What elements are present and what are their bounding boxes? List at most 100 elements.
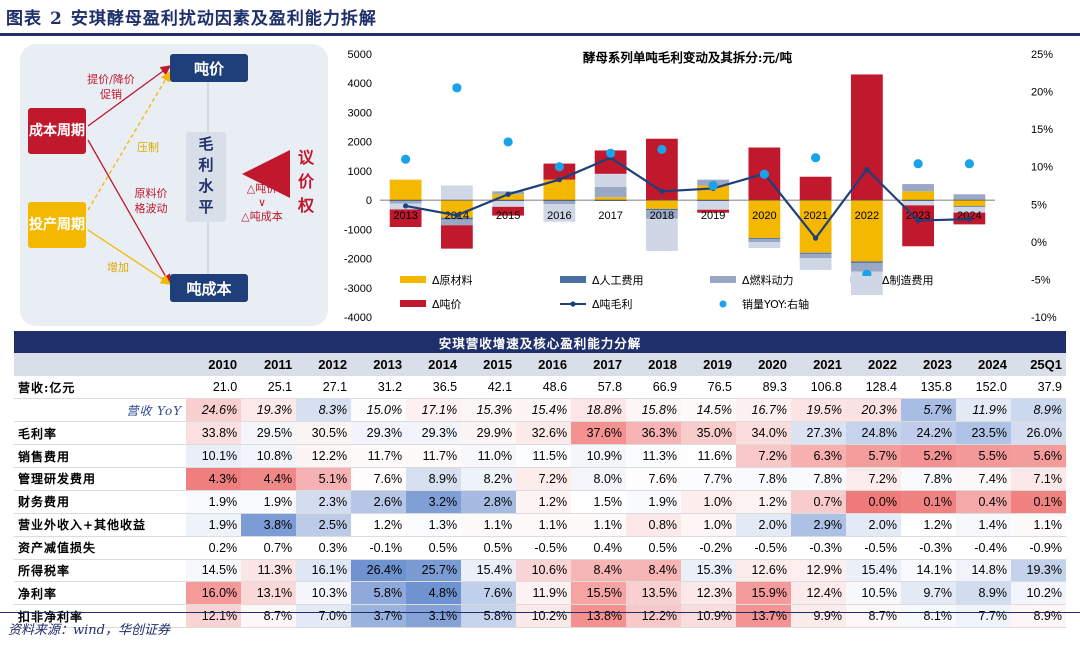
bar-segment: [645, 200, 678, 209]
table-cell: -0.5%: [516, 536, 572, 560]
source-rule: [0, 612, 1080, 613]
table-cell: 17.1%: [406, 398, 462, 423]
bar-segment: [543, 201, 576, 205]
table-cell: 7.8%: [791, 467, 846, 491]
x-tick-label: 2016: [547, 210, 571, 222]
yoy-dot: [554, 162, 564, 172]
bargaining-power-label: 议 价 权: [296, 146, 316, 218]
table-cell: 11.3%: [626, 444, 682, 468]
bar-segment: [389, 179, 422, 201]
y-tick-label: -4000: [344, 312, 372, 324]
gross-profit-line: [405, 156, 970, 240]
line-point: [813, 235, 819, 241]
table-cell: 5.8%: [351, 581, 407, 606]
table-cell: 1.9%: [626, 490, 682, 514]
bar-segment: [594, 186, 627, 198]
table-cell: 7.8%: [736, 467, 791, 491]
table-cell: 24.2%: [900, 421, 956, 446]
bar-segment: [440, 185, 473, 201]
legend-swatch: [850, 276, 876, 283]
table-cell: 13.8%: [571, 604, 627, 629]
table-cell: 10.6%: [516, 559, 572, 583]
table-cell: 11.6%: [681, 444, 737, 468]
y-tick-label: 2000: [348, 137, 372, 149]
x-tick-label: 2021: [803, 210, 827, 222]
table-cell: -0.9%: [1010, 536, 1066, 560]
table-cell: 4.8%: [406, 581, 462, 606]
bar-segment: [902, 200, 935, 206]
table-cell: 76.5: [681, 375, 737, 400]
bargain-char-3: 权: [297, 196, 314, 215]
price-edge-line-1: 提价/降价: [87, 73, 135, 86]
row-label: 营收:亿元: [14, 375, 187, 400]
table-cell: 31.2: [351, 375, 407, 400]
table-cell: 16.0%: [186, 581, 242, 606]
table-cell: 14.5%: [186, 559, 242, 583]
table-cell: 1.1%: [571, 513, 627, 537]
table-cell: 19.5%: [791, 398, 846, 423]
bar-segment: [748, 200, 781, 239]
table-cell: 7.2%: [736, 444, 791, 468]
table-cell: 1.2%: [900, 513, 956, 537]
bar-segment: [799, 258, 832, 270]
table-cell: 37.6%: [571, 421, 627, 446]
column-header: 2024: [955, 353, 1011, 376]
table-cell: 48.6: [516, 375, 572, 400]
table-cell: 2.0%: [736, 513, 791, 537]
y2-tick-label: 20%: [1031, 87, 1053, 99]
bar-segment: [389, 209, 422, 227]
table-cell: -0.3%: [900, 536, 956, 560]
bar-segment: [850, 200, 883, 262]
table-cell: 33.8%: [186, 421, 242, 446]
table-row: 资产减值损失 0.2% 0.7% 0.3% -0.1% 0.5% 0.5% -0.5% 0.4%…: [14, 536, 1066, 560]
table-cell: 15.5%: [571, 581, 627, 606]
table-cell: 8.9%: [955, 581, 1011, 606]
table-cell: 29.3%: [406, 421, 462, 446]
table-cell: 11.3%: [241, 559, 297, 583]
table-cell: 13.5%: [626, 581, 682, 606]
table-cell: 5.8%: [461, 604, 517, 629]
bar-segment: [594, 173, 627, 187]
row-label: 净利率: [14, 581, 187, 606]
table-cell: 5.1%: [296, 467, 352, 491]
table-cell: 15.9%: [736, 581, 791, 606]
bar-segment: [492, 194, 525, 201]
table-cell: 15.3%: [681, 559, 737, 583]
table-cell: 32.6%: [516, 421, 572, 446]
row-label: 扣非净利率: [14, 604, 187, 629]
table-cell: 5.7%: [845, 444, 901, 468]
y2-tick-label: 10%: [1031, 162, 1053, 174]
table-cell: 0.5%: [461, 536, 517, 560]
table-row: 净利率 16.0% 13.1% 10.3% 5.8% 4.8% 7.6% 11.9% 15.5%…: [14, 581, 1066, 606]
margin-driver-diagram: 吨价 吨成本 成本周期 投产周期 毛 利 水 平 议 价 权 提价/降价 促销 …: [20, 44, 328, 326]
table-cell: 11.9%: [516, 581, 572, 606]
table-cell: 66.9: [626, 375, 682, 400]
table-cell: 10.9%: [571, 444, 627, 468]
table-cell: 2.6%: [351, 490, 407, 514]
table-cell: 1.2%: [351, 513, 407, 537]
table-cell: 21.0: [186, 375, 242, 400]
table-cell: 7.6%: [351, 467, 407, 491]
table-cell: 10.2%: [516, 604, 572, 629]
bargain-char-2: 价: [297, 172, 314, 191]
legend-label: 销量YOY:右轴: [742, 297, 809, 311]
table-cell: 3.2%: [406, 490, 462, 514]
table-cell: 11.7%: [351, 444, 407, 468]
profitability-table: 安琪营收增速及核心盈利能力分解 2010 2011 2012 2013 2014 2015…: [14, 331, 1066, 629]
bar-segment: [799, 253, 832, 259]
source-note: 资料来源：wind，华创证券: [8, 623, 170, 638]
row-label: 管理研发费用: [14, 467, 187, 491]
legend-label: Δ燃料动力: [742, 273, 794, 287]
column-header: 2018: [626, 353, 682, 376]
table-cell: 19.3%: [1010, 559, 1066, 583]
table-cell: 8.1%: [900, 604, 956, 629]
price-edge-line-2: 促销: [100, 88, 122, 101]
table-cell: 14.1%: [900, 559, 956, 583]
table-row: 所得税率 14.5% 11.3% 16.1% 26.4% 25.7% 15.4% 10.6% 8…: [14, 559, 1066, 583]
bar-segment: [902, 184, 935, 192]
table-cell: 10.5%: [845, 581, 901, 606]
table-cell: 1.9%: [241, 490, 297, 514]
y2-tick-label: 15%: [1031, 124, 1053, 136]
table-cell: 0.7%: [791, 490, 846, 514]
title-rule: [0, 33, 1080, 36]
